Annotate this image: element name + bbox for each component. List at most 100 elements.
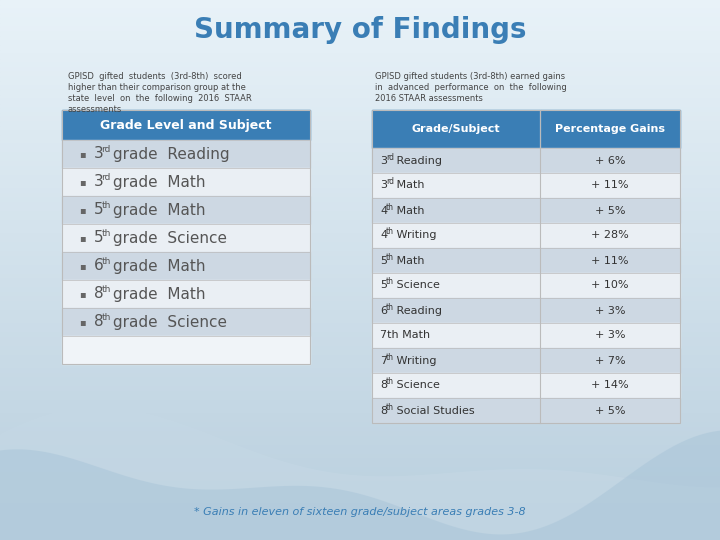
Text: rd: rd [102,172,111,181]
Bar [540,298,680,323]
Bar [0,472,720,477]
Bar [0,477,720,482]
Bar [0,463,720,468]
Bar [0,355,720,360]
Text: th: th [386,353,394,361]
Text: th: th [386,402,394,411]
Text: grade  Math: grade Math [108,259,205,273]
Bar [0,504,720,509]
Bar [0,9,720,14]
Bar [540,248,680,273]
Bar [0,409,720,414]
Text: Math: Math [393,180,425,191]
Bar [0,509,720,513]
Bar [372,323,540,348]
Bar [0,310,720,315]
Text: Social Studies: Social Studies [393,406,474,415]
Text: state  level  on  the  following  2016  STAAR: state level on the following 2016 STAAR [68,94,252,103]
Bar [0,18,720,23]
Bar [0,436,720,441]
Text: 4: 4 [380,231,387,240]
Bar [0,387,720,392]
Text: Reading: Reading [393,156,442,165]
Text: + 11%: + 11% [591,255,629,266]
Bar [62,196,310,224]
Bar [540,173,680,198]
Bar [0,522,720,526]
Bar [0,72,720,77]
Bar [0,40,720,45]
Bar [0,423,720,428]
Bar [0,301,720,306]
Bar [0,216,720,220]
Bar [0,536,720,540]
Bar [372,348,540,373]
Bar [0,94,720,99]
Text: 2016 STAAR assessments: 2016 STAAR assessments [375,94,483,103]
PathPatch shape [0,407,720,540]
Bar [0,225,720,229]
Text: in  advanced  performance  on  the  following: in advanced performance on the following [375,83,567,92]
Text: + 5%: + 5% [595,206,625,215]
Bar [0,288,720,293]
Bar [372,198,540,223]
Bar [62,308,310,336]
Bar [0,234,720,239]
Bar [0,513,720,517]
Bar [0,500,720,504]
Bar [0,526,720,531]
Bar [0,81,720,85]
Text: 7th Math: 7th Math [380,330,430,341]
Bar [0,414,720,418]
Bar [0,320,720,324]
Text: grade  Math: grade Math [108,202,205,218]
Bar [0,176,720,180]
Bar [62,110,310,364]
Text: + 28%: + 28% [591,231,629,240]
Bar [0,220,720,225]
Text: + 3%: + 3% [595,306,625,315]
Bar [0,117,720,122]
Bar [0,459,720,463]
Text: ▪: ▪ [78,317,85,327]
Text: Math: Math [393,206,425,215]
Text: 8: 8 [380,381,387,390]
Bar [0,202,720,207]
Bar [0,531,720,536]
Text: ▪: ▪ [78,289,85,299]
Text: Writing: Writing [393,355,436,366]
Text: grade  Reading: grade Reading [108,146,230,161]
Bar [0,482,720,486]
Bar [0,418,720,423]
Text: grade  Math: grade Math [108,287,205,301]
Bar [540,348,680,373]
Text: + 14%: + 14% [591,381,629,390]
Bar [0,193,720,198]
Text: th: th [102,200,111,210]
Text: Math: Math [393,255,425,266]
Bar [0,252,720,256]
Bar [0,396,720,401]
Bar [0,293,720,297]
Bar [0,104,720,108]
Bar [62,336,310,364]
Text: 3: 3 [94,146,104,161]
Bar [0,144,720,148]
Text: 5: 5 [94,231,104,246]
Text: Science: Science [393,381,440,390]
Bar [0,77,720,81]
Bar [0,279,720,284]
Bar [0,171,720,176]
Text: ▪: ▪ [78,205,85,215]
Bar [0,401,720,405]
PathPatch shape [0,430,720,540]
Bar [0,274,720,279]
Bar [0,450,720,455]
Bar [0,261,720,266]
Bar [0,432,720,436]
Text: th: th [386,302,394,312]
Bar [0,446,720,450]
Bar [0,68,720,72]
Bar [62,110,310,140]
Text: GPISD  gifted  students  (3rd-8th)  scored: GPISD gifted students (3rd-8th) scored [68,72,242,81]
